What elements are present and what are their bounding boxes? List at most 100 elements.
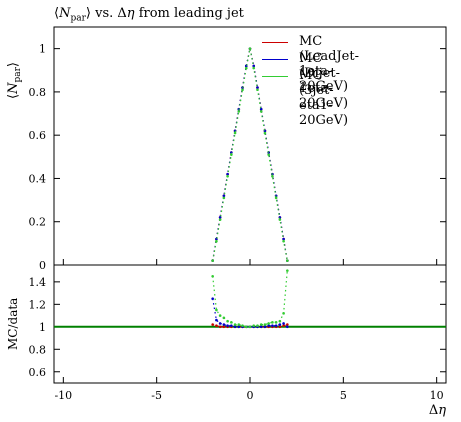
y-ratio-tick-label-1: 0.8 [29, 343, 47, 356]
ratio-series-1-point-17 [274, 324, 278, 327]
top-series-2-point-3 [222, 196, 226, 200]
ratio-series-2-point-2 [218, 314, 222, 317]
top-series-2-point-5 [230, 153, 233, 156]
y-ratio-tick-label-0: 0.6 [29, 366, 47, 379]
legend-label-leadjet: MC (LeadJet-1eta-20GeV) [299, 34, 359, 94]
top-series-2-point-18 [278, 218, 282, 221]
legend-label-dijet: MC (Dijet-1eta-20GeV) [299, 51, 349, 111]
top-series-2-point-0 [211, 259, 214, 262]
ratio-series-2-point-20 [286, 269, 289, 272]
ratio-series-1-point-2 [218, 322, 222, 325]
top-series-2-point-4 [226, 174, 229, 178]
top-series-2-point-2 [218, 218, 222, 221]
ratio-series-0-point-1 [215, 324, 218, 327]
y-top-tick-label-4: 0.8 [29, 86, 47, 99]
ratio-series-2-point-13 [259, 323, 263, 326]
ratio-series-2-point-0 [211, 274, 214, 278]
ratio-series-0-point-20 [286, 323, 289, 326]
x-tick-label-4: 10 [430, 389, 444, 402]
ratio-series-0-point-3 [222, 325, 226, 329]
ratio-series-1-point-4 [226, 324, 229, 327]
top-series-2-point-6 [233, 131, 237, 135]
ratio-series [211, 269, 289, 329]
ratio-series-2-point-6 [233, 323, 237, 326]
top-series-2-point-20 [286, 259, 289, 262]
y-ratio-tick-label-4: 1.4 [29, 276, 47, 289]
top-series-2-line [212, 48, 288, 261]
ratio-series-2-point-8 [241, 324, 244, 327]
top-series-0-line [212, 48, 288, 261]
ratio-series-0-point-2 [218, 325, 222, 329]
top-series-2-point-12 [256, 88, 259, 92]
ratio-series-1-point-6 [233, 325, 237, 329]
ratio-series-1-point-20 [286, 325, 289, 329]
ratio-series-2-point-1 [215, 308, 218, 312]
y-top-tick-label-0: 0 [39, 259, 46, 272]
top-series-2-point-17 [274, 196, 278, 200]
top-series-1-point-2 [218, 216, 222, 219]
top-series-2-point-16 [271, 174, 274, 178]
legend-line-3jet [262, 76, 288, 77]
ratio-series-1-point-7 [237, 325, 241, 329]
ratio-series-2-point-5 [230, 321, 233, 324]
top-ticks: 0 0.2 0.4 0.6 0.8 1 [29, 43, 446, 272]
top-series-2-point-14 [263, 131, 267, 135]
top-series-2-point-19 [282, 239, 285, 243]
legend-label-3jet: MC (3jet-eta1-20GeV) [299, 68, 349, 128]
x-axis-label: Δη [429, 403, 446, 418]
legend-line-dijet [262, 59, 288, 60]
top-series-1-point-4 [226, 172, 229, 176]
top-series-2-point-7 [237, 110, 241, 113]
y-top-tick-label-1: 0.2 [29, 216, 47, 229]
y-top-tick-label-5: 1 [39, 43, 46, 56]
ratio-series-2-point-7 [237, 323, 241, 326]
ratio-series-2-point-4 [226, 319, 229, 323]
ratio-panel-frame [53, 264, 447, 384]
y-top-tick-label-3: 0.6 [29, 129, 47, 142]
ratio-series-2-point-14 [263, 323, 267, 326]
ratio-series-2-point-10 [248, 325, 252, 329]
top-series-2-point-9 [244, 66, 248, 70]
ratio-series-2-point-3 [222, 316, 226, 320]
x-tick-label-0: -10 [54, 389, 72, 402]
ratio-series-1-point-14 [263, 325, 267, 329]
x-ticks: -10 -5 0 5 10 [54, 259, 444, 402]
top-series-2-point-1 [215, 239, 218, 243]
top-panel-frame [53, 26, 447, 266]
top-series-1-point-12 [256, 86, 259, 89]
ratio-ticks: 0.6 0.8 1 1.2 1.4 [29, 276, 446, 379]
top-series [211, 47, 289, 262]
ratio-series-2-point-11 [252, 324, 256, 327]
ratio-series-2-point-12 [256, 324, 259, 327]
y-axis-label-top: ⟨Npar⟩ [6, 62, 23, 99]
x-tick-label-1: -5 [151, 389, 162, 402]
top-series-2-point-11 [252, 66, 256, 70]
top-series-1-point-13 [259, 107, 263, 111]
ratio-series-2-point-9 [244, 325, 248, 329]
y-ratio-tick-label-3: 1.2 [29, 298, 47, 311]
ratio-series-2-point-15 [267, 322, 270, 325]
ratio-series-1-point-18 [278, 323, 282, 326]
ratio-series-1-point-16 [271, 324, 274, 327]
ratio-series-1-point-0 [211, 297, 214, 301]
legend-line-leadjet [262, 42, 288, 43]
ratio-series-1-point-1 [215, 318, 218, 322]
chart-title: ⟨Npar⟩ vs. Δη from leading jet [54, 6, 244, 24]
ratio-series-1-point-13 [259, 325, 263, 329]
y-axis-label-ratio: MC/data [6, 298, 20, 350]
ratio-series-0-point-19 [282, 324, 285, 327]
y-top-tick-label-2: 0.4 [29, 172, 47, 185]
ratio-series-2-point-19 [282, 312, 285, 315]
ratio-series-2-point-18 [278, 319, 282, 323]
top-series-1-line [212, 48, 288, 261]
ratio-series-2-point-16 [271, 321, 274, 324]
ratio-series-0-point-0 [211, 323, 214, 326]
top-series-2-point-10 [248, 47, 252, 50]
top-series-2-point-8 [241, 88, 244, 92]
top-series-1-point-19 [282, 237, 285, 241]
ratio-series-1-point-5 [230, 324, 233, 327]
ratio-series-1-point-19 [282, 322, 285, 325]
ratio-series-1-point-15 [267, 324, 270, 327]
top-series-1-point-3 [222, 194, 226, 198]
